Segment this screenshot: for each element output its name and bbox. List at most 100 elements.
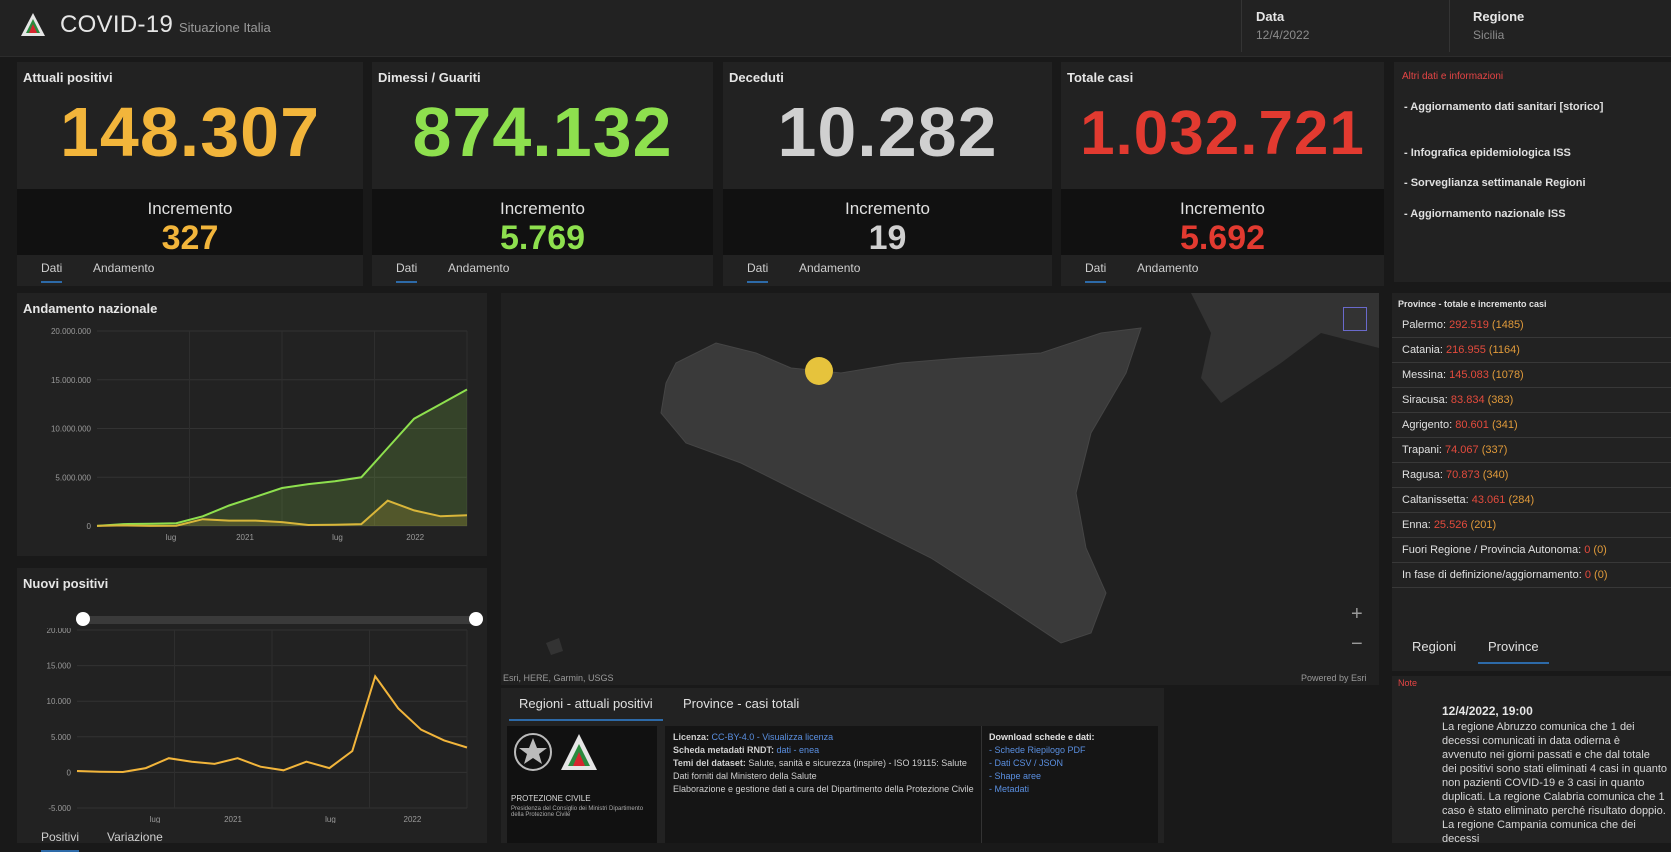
y-tick-label: 15.000.000: [51, 376, 92, 385]
y-tick-label: 5.000: [51, 733, 72, 742]
chart-title: Nuovi positivi: [23, 576, 109, 591]
license-label: Licenza:: [673, 732, 710, 742]
note-label: Note: [1398, 678, 1418, 688]
increment-value: 327: [161, 219, 219, 257]
province-panel: Province - totale e incremento casi Pale…: [1392, 293, 1671, 671]
tab-regioni[interactable]: Regioni: [1412, 639, 1457, 654]
fonti-text: Dati forniti dal Ministero della Salute: [673, 771, 817, 781]
region-selector[interactable]: Sicilia: [1473, 28, 1505, 42]
increment-label: Incremento: [147, 199, 233, 218]
increment-box: Incremento 5.692: [1061, 189, 1384, 257]
chart-title: Andamento nazionale: [23, 301, 158, 316]
increment-value: 5.692: [1179, 219, 1266, 257]
region-label: Regione: [1473, 9, 1525, 24]
increment-box: Incremento 327: [17, 189, 363, 257]
series-line: [96, 388, 468, 527]
range-slider-track[interactable]: [82, 616, 477, 624]
series-line: [76, 674, 468, 774]
info-link-dati-sanitari[interactable]: - Aggiornamento dati sanitari [storico]: [1404, 101, 1604, 113]
series-line: [96, 499, 468, 527]
province-row[interactable]: Trapani: 74.067 (337): [1392, 438, 1671, 463]
tab-province[interactable]: Province: [1478, 633, 1549, 664]
zoom-out-button[interactable]: −: [1351, 633, 1363, 655]
island-shape: [546, 638, 563, 655]
info-link-aggiornamento-iss[interactable]: - Aggiornamento nazionale ISS: [1404, 208, 1566, 220]
province-entry: Caltanissetta: 43.061 (284): [1402, 494, 1534, 506]
y-tick-label: 0: [67, 768, 72, 777]
province-row[interactable]: Catania: 216.955 (1164): [1392, 338, 1671, 363]
province-increment: (383): [1487, 394, 1514, 406]
download-csv-link[interactable]: - Dati CSV / JSON: [989, 758, 1064, 768]
tab-dati[interactable]: Dati: [1085, 261, 1107, 283]
province-total: 216.955: [1446, 344, 1486, 356]
card-attuali-positivi: Attuali positivi 148.307 Incremento 327 …: [17, 62, 363, 286]
download-shape-link[interactable]: - Shape aree: [989, 771, 1042, 781]
license-link[interactable]: CC-BY-4.0 - Visualizza licenza: [711, 732, 834, 742]
y-tick-label: 10.000.000: [51, 425, 92, 434]
x-tick-label: lug: [332, 533, 343, 542]
province-entry: Trapani: 74.067 (337): [1402, 444, 1507, 456]
note-text: La regione Abruzzo comunica che 1 dei de…: [1442, 721, 1668, 845]
province-total: 0: [1584, 569, 1591, 581]
org-name: PROTEZIONE CIVILE: [511, 794, 591, 803]
tab-regioni-attuali-positivi[interactable]: Regioni - attuali positivi: [509, 690, 663, 721]
protezione-civile-logo-icon: [561, 734, 597, 770]
y-tick-label: 20.000.000: [51, 327, 92, 336]
tab-province-casi-totali[interactable]: Province - casi totali: [683, 696, 800, 711]
map-layers-button[interactable]: [1343, 307, 1367, 331]
card-title: Totale casi: [1067, 70, 1134, 85]
province-row[interactable]: In fase di definizione/aggiornamento: 0 …: [1392, 563, 1671, 588]
province-entry: Agrigento: 80.601 (341): [1402, 419, 1518, 431]
increment-label: Incremento: [844, 199, 931, 218]
sicily-map: [546, 293, 1379, 655]
province-row[interactable]: Enna: 25.526 (201): [1392, 513, 1671, 538]
card-value: 1.032.721: [1080, 99, 1365, 168]
province-name: Trapani:: [1402, 444, 1442, 456]
download-pdf-link[interactable]: - Schede Riepilogo PDF: [989, 745, 1086, 755]
logos-box: PROTEZIONE CIVILE Presidenza del Consigl…: [507, 726, 657, 843]
elaborazione-text: Elaborazione e gestione dati a cura del …: [673, 784, 974, 794]
scheda-link[interactable]: dati - enea: [776, 745, 820, 755]
x-tick-label: lug: [150, 815, 161, 823]
tab-andamento[interactable]: Andamento: [93, 261, 155, 275]
province-entry: In fase di definizione/aggiornamento: 0 …: [1402, 569, 1608, 581]
info-link-sorveglianza[interactable]: - Sorveglianza settimanale Regioni: [1404, 177, 1586, 189]
download-metadati-link[interactable]: - Metadati: [989, 784, 1030, 794]
province-row[interactable]: Ragusa: 70.873 (340): [1392, 463, 1671, 488]
tab-dati[interactable]: Dati: [396, 261, 418, 283]
province-row[interactable]: Messina: 145.083 (1078): [1392, 363, 1671, 388]
card-title: Dimessi / Guariti: [378, 70, 481, 85]
x-tick-label: 2022: [406, 533, 424, 542]
province-row[interactable]: Agrigento: 80.601 (341): [1392, 413, 1671, 438]
province-row[interactable]: Fuori Regione / Provincia Autonoma: 0 (0…: [1392, 538, 1671, 563]
province-name: Messina:: [1402, 369, 1447, 381]
province-row[interactable]: Palermo: 292.519 (1485): [1392, 313, 1671, 338]
tab-dati[interactable]: Dati: [747, 261, 769, 283]
nuovi-positivi-chart: 20.000 15.000 10.000 5.000 0 -5.000 lug 2021 lug…: [47, 628, 468, 823]
province-name: Caltanissetta:: [1402, 494, 1469, 506]
province-name: Agrigento:: [1402, 419, 1453, 431]
nuovi-positivi-panel: Nuovi positivi 20.000 15.000 10.000 5.000 0 -…: [17, 568, 487, 852]
province-total: 43.061: [1471, 494, 1506, 506]
tab-andamento[interactable]: Andamento: [448, 261, 510, 275]
tab-dati[interactable]: Dati: [41, 261, 63, 283]
map-powered-by: Powered by Esri: [1301, 673, 1367, 683]
province-row[interactable]: Siracusa: 83.834 (383): [1392, 388, 1671, 413]
province-entry: Ragusa: 70.873 (340): [1402, 469, 1508, 481]
date-label: Data: [1256, 9, 1285, 24]
province-name: Fuori Regione / Provincia Autonoma:: [1402, 544, 1582, 556]
tab-positivi[interactable]: Positivi: [41, 830, 80, 852]
map-view[interactable]: + − Esri, HERE, Garmin, USGS Powered by …: [501, 293, 1379, 685]
tab-andamento[interactable]: Andamento: [1137, 261, 1199, 275]
range-slider-end-handle[interactable]: [469, 612, 483, 626]
info-link-infografica[interactable]: - Infografica epidemiologica ISS: [1404, 147, 1571, 159]
increment-box: Incremento 19: [723, 189, 1052, 257]
zoom-in-button[interactable]: +: [1351, 603, 1363, 625]
date-selector[interactable]: 12/4/2022: [1256, 28, 1310, 42]
tab-variazione[interactable]: Variazione: [107, 830, 163, 844]
province-total: 74.067: [1445, 444, 1479, 456]
sicily-shape: [660, 327, 1142, 644]
tab-andamento[interactable]: Andamento: [799, 261, 861, 275]
range-slider-start-handle[interactable]: [76, 612, 90, 626]
province-row[interactable]: Caltanissetta: 43.061 (284): [1392, 488, 1671, 513]
